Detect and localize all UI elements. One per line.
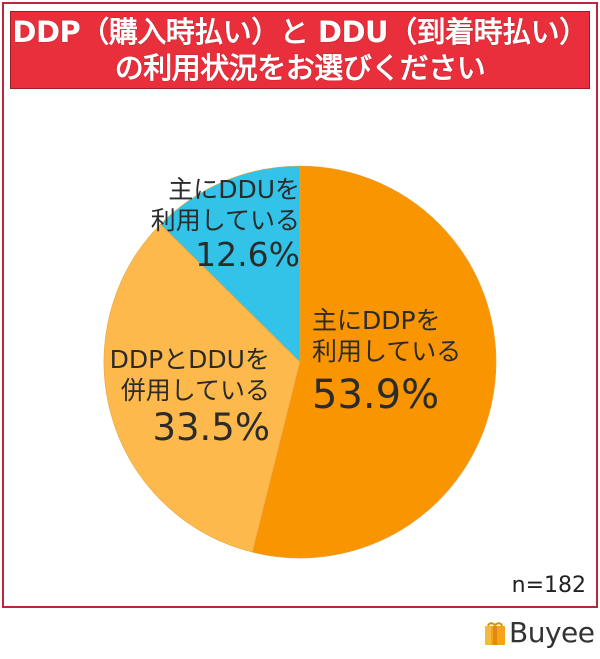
label-ddp: 主にDDPを 利用している 53.9% — [312, 305, 472, 423]
label-both-pct: 33.5% — [152, 406, 270, 449]
label-ddp-line1: 主にDDPを — [312, 306, 441, 335]
label-ddu-pct: 12.6% — [195, 235, 300, 274]
slice-ddp — [252, 165, 497, 559]
label-both-line1: DDPとDDUを — [109, 345, 270, 374]
label-ddp-pct: 53.9% — [312, 372, 440, 418]
gift-box-icon — [484, 620, 506, 646]
label-both: DDPとDDUを 併用している 33.5% — [90, 344, 270, 450]
brand-name: Buyee — [509, 616, 595, 649]
label-ddu: 主にDDUを 利用している 12.6% — [150, 174, 300, 274]
label-ddu-line1: 主にDDUを — [168, 175, 300, 204]
brand-logo: Buyee — [484, 616, 595, 649]
title-line-2: の利用状況をお選びください — [114, 51, 486, 85]
slice-both — [103, 223, 301, 553]
chart-title: DDP（購入時払い）と DDU（到着時払い） の利用状況をお選びください — [10, 11, 590, 89]
label-ddu-line2: 利用している — [150, 206, 300, 235]
slice-ddu — [160, 165, 301, 363]
label-both-line2: 併用している — [120, 376, 270, 405]
sample-size: n=182 — [511, 573, 586, 598]
title-line-1: DDP（購入時払い）と DDU（到着時払い） — [12, 15, 588, 49]
label-ddp-line2: 利用している — [312, 337, 462, 366]
